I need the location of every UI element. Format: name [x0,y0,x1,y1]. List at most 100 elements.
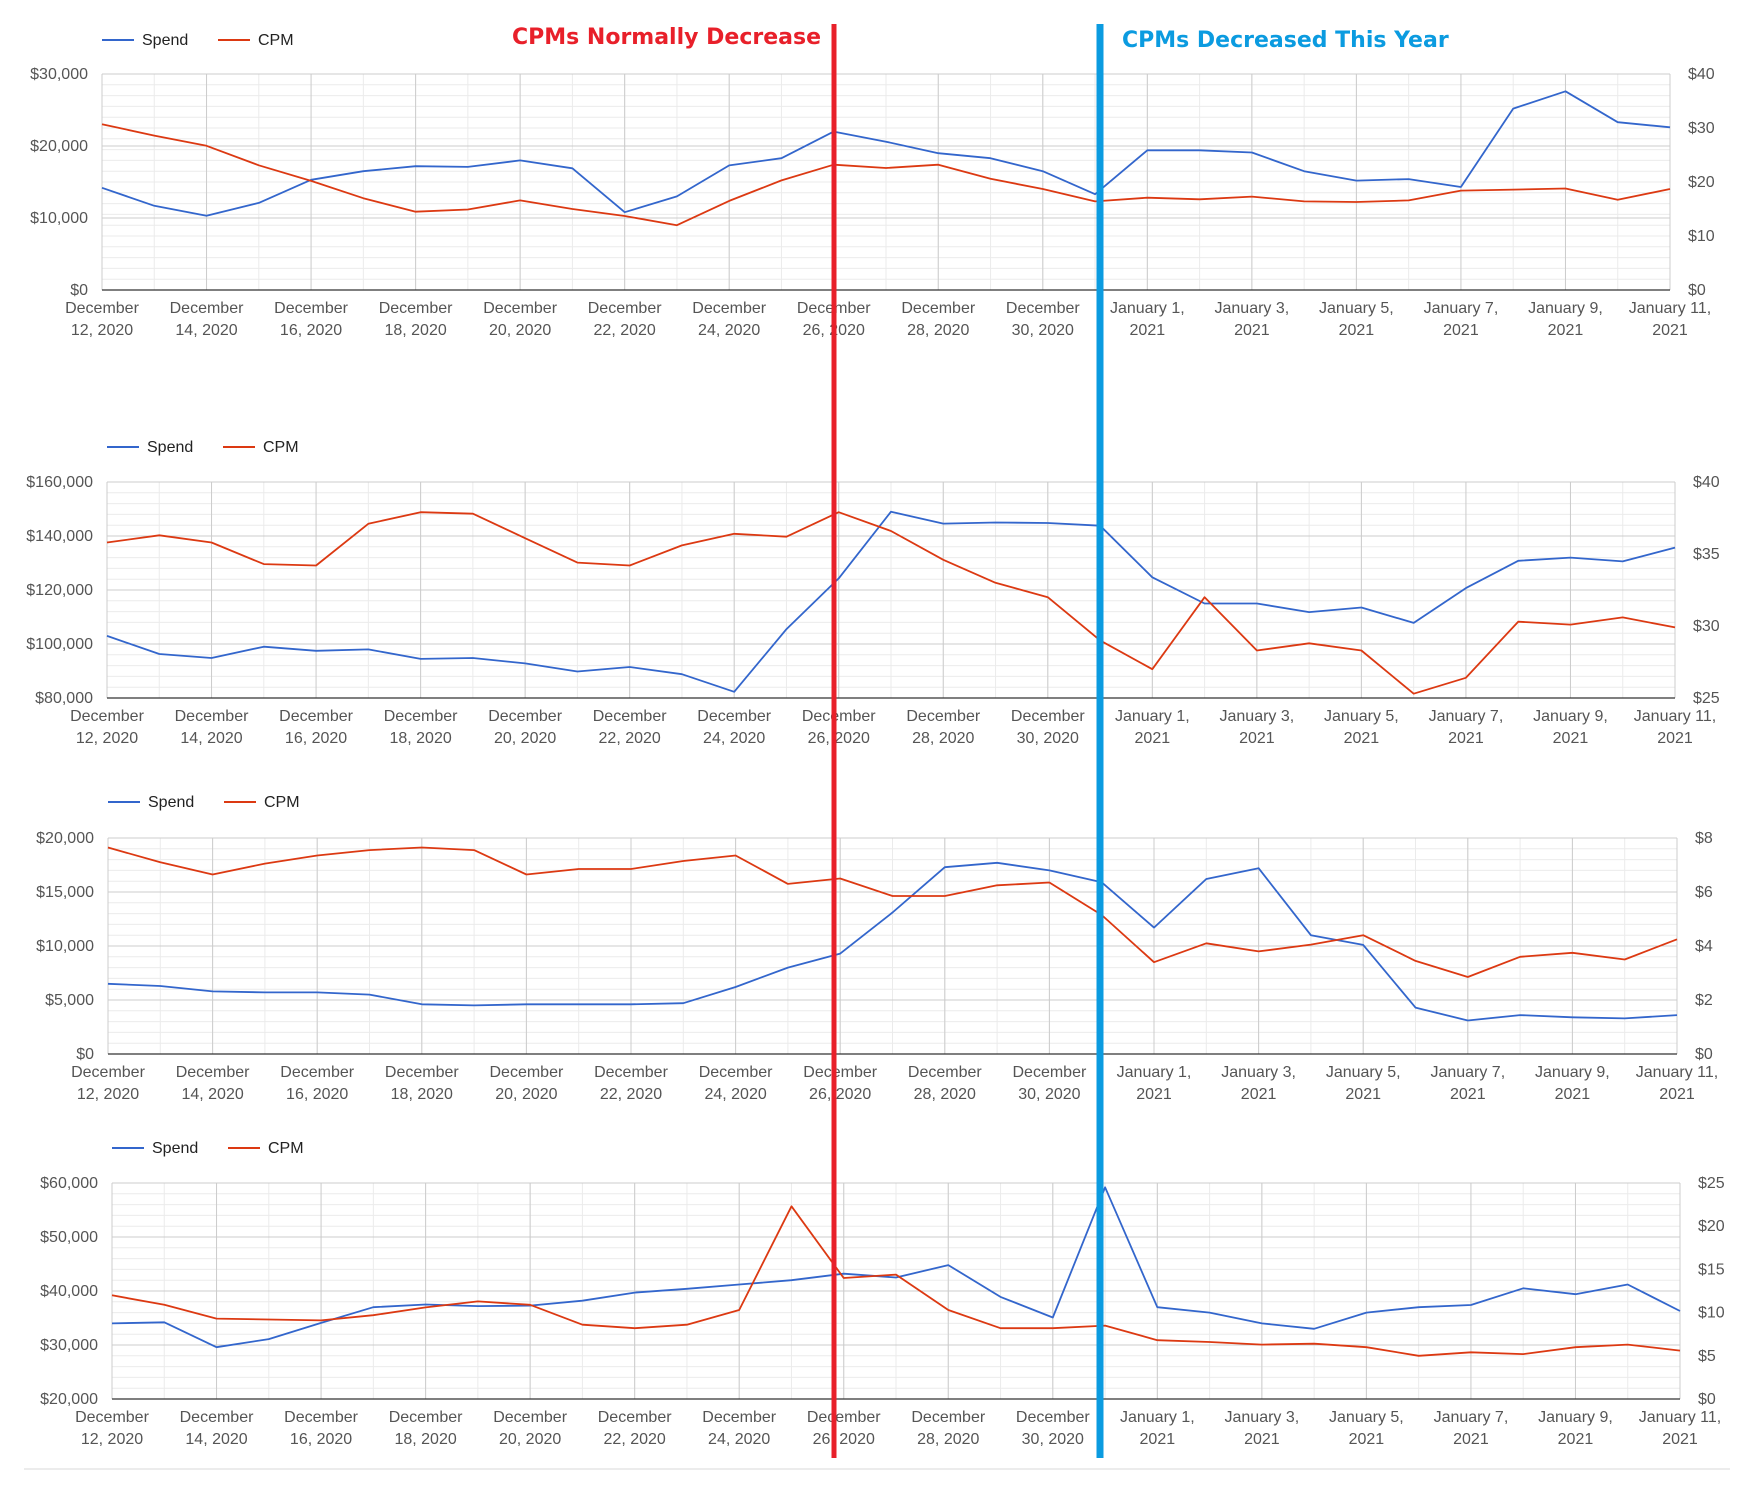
x-axis-tick-label: January 7, [1434,1409,1509,1426]
left-axis-tick-label: $0 [70,282,88,299]
x-axis-tick-label: December [71,1064,145,1081]
x-axis-tick-label: December [802,708,876,725]
x-axis-tick-label: December [1016,1409,1090,1426]
x-axis-tick-label: 24, 2020 [698,322,760,339]
x-axis-tick-label: December [384,708,458,725]
x-axis-tick-label: 2021 [1558,1431,1594,1448]
legend: Spend CPM [108,794,300,811]
x-axis-tick-label: January 9, [1535,1064,1610,1081]
x-axis-tick-label: December [70,708,144,725]
x-axis-tick-label: January 5, [1329,1409,1404,1426]
left-axis-tick-label: $10,000 [36,938,94,955]
right-axis-tick-label: $0 [1698,1391,1716,1408]
x-axis-tick-label: 28, 2020 [907,322,969,339]
x-axis-tick-label: 2021 [1241,1086,1277,1103]
left-axis-tick-label: $20,000 [36,830,94,847]
x-axis-tick-label: 12, 2020 [81,1431,143,1448]
right-axis-tick-label: $30 [1688,120,1715,137]
left-axis-tick-label: $0 [76,1046,94,1063]
right-axis-tick-label: $25 [1698,1175,1725,1192]
right-axis-tick-label: $40 [1688,66,1715,83]
right-axis-tick-label: $30 [1693,618,1720,635]
cpm-series-line [101,123,1671,227]
right-axis-tick-label: $10 [1688,228,1715,245]
charts-layer: $0 $10,000 $20,000 $30,000 $0 $10 $20 $30 $40 Dec… [26,32,1725,1448]
x-axis-tick-label: December [908,1064,982,1081]
x-axis-tick-label: January 1, [1120,1409,1195,1426]
cpm-series-line [106,511,1676,695]
left-axis-tick-label: $10,000 [30,210,88,227]
chart-panel-3: $0 $5,000 $10,000 $15,000 $20,000 $0 $2 $4 $6 $8 D… [36,794,1718,1103]
x-axis-tick-label: December [493,1409,567,1426]
right-axis-tick-label: $20 [1688,174,1715,191]
x-axis-tick-label: January 3, [1215,300,1290,317]
x-axis-tick-label: 2021 [1652,322,1688,339]
x-axis-tick-label: 30, 2020 [1012,322,1074,339]
x-axis-tick-label: December [170,300,244,317]
x-axis-tick-label: 22, 2020 [594,322,656,339]
x-axis-tick-label: January 9, [1528,300,1603,317]
chart-panel-4: $20,000 $30,000 $40,000 $50,000 $60,000 $0 $5 $… [40,1140,1725,1448]
x-axis-tick-label: December [699,1064,773,1081]
x-axis-tick-label: 24, 2020 [703,730,765,747]
x-axis-tick-label: 20, 2020 [489,322,551,339]
left-axis-tick-label: $80,000 [35,690,93,707]
x-axis-tick-label: 2021 [1555,1086,1591,1103]
x-axis-tick-label: 22, 2020 [600,1086,662,1103]
x-axis-tick-label: December [702,1409,776,1426]
x-axis-tick-label: 22, 2020 [599,730,661,747]
x-axis-tick-label: 18, 2020 [391,1086,453,1103]
x-axis-tick-label: January 1, [1110,300,1185,317]
x-axis-tick-label: 2021 [1339,322,1375,339]
x-axis-tick-label: 2021 [1450,1086,1486,1103]
x-axis-tick-label: December [385,1064,459,1081]
x-axis-tick-label: January 9, [1538,1409,1613,1426]
x-axis-tick-label: January 7, [1430,1064,1505,1081]
right-axis-tick-label: $10 [1698,1305,1725,1322]
x-axis-tick-label: January 1, [1115,708,1190,725]
right-axis-tick-label: $5 [1698,1348,1716,1365]
x-axis-tick-label: January 5, [1326,1064,1401,1081]
x-axis-tick-label: 2021 [1130,322,1166,339]
x-axis-tick-label: December [180,1409,254,1426]
x-axis-tick-label: 2021 [1659,1086,1695,1103]
cpm-series-line [107,846,1678,978]
spend-series-line [101,90,1671,217]
x-axis-tick-label: 16, 2020 [280,322,342,339]
x-axis-tick-label: 2021 [1662,1431,1698,1448]
x-axis-tick-label: 2021 [1136,1086,1172,1103]
left-axis-tick-label: $40,000 [40,1283,98,1300]
x-axis-tick-label: January 11, [1639,1409,1721,1426]
x-axis-tick-label: December [1011,708,1085,725]
x-axis-tick-label: 22, 2020 [604,1431,666,1448]
left-axis-tick-label: $20,000 [40,1391,98,1408]
x-axis-tick-label: December [175,708,249,725]
right-axis-tick-label: $4 [1695,938,1713,955]
left-axis-tick-label: $120,000 [26,582,93,599]
x-axis-tick-label: January 11, [1634,708,1716,725]
x-axis-tick-label: 2021 [1345,1086,1381,1103]
x-axis-tick-label: January 9, [1533,708,1608,725]
x-axis-tick-label: December [379,300,453,317]
x-axis-tick-label: 16, 2020 [285,730,347,747]
legend-label-spend: Spend [147,439,193,456]
normal-decrease-annotation: CPMs Normally Decrease [512,25,821,50]
x-axis-tick-label: December [280,1064,354,1081]
legend-label-spend: Spend [152,1140,198,1157]
x-axis-tick-label: December [911,1409,985,1426]
legend-label-cpm: CPM [264,794,300,811]
x-axis-tick-label: January 11, [1636,1064,1718,1081]
x-axis-tick-label: 12, 2020 [77,1086,139,1103]
left-axis-tick-label: $30,000 [40,1337,98,1354]
x-axis-tick-label: 20, 2020 [494,730,556,747]
x-axis-tick-label: December [75,1409,149,1426]
x-axis-tick-label: December [803,1064,877,1081]
x-axis-tick-label: January 5, [1324,708,1399,725]
x-axis-tick-label: 30, 2020 [1022,1431,1084,1448]
x-axis-tick-label: December [176,1064,250,1081]
x-axis-tick-label: 14, 2020 [185,1431,247,1448]
chart-panel-1: $0 $10,000 $20,000 $30,000 $0 $10 $20 $30 $40 Dec… [30,32,1715,339]
x-axis-tick-label: 20, 2020 [495,1086,557,1103]
legend-label-spend: Spend [148,794,194,811]
